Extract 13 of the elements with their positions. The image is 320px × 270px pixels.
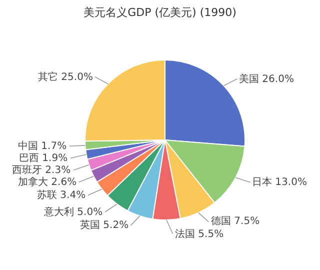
- slice-label: 意大利 5.0%: [43, 206, 103, 218]
- chart-title: 美元名义GDP (亿美元) (1990): [84, 6, 236, 19]
- slice-label: 加拿大 2.6%: [18, 176, 77, 188]
- slice-label: 中国 1.7%: [18, 140, 67, 152]
- slice-label: 法国 5.5%: [175, 228, 224, 240]
- slice-label: 巴西 1.9%: [19, 153, 68, 164]
- slice-label: 西班牙 2.3%: [12, 164, 71, 176]
- slice-label: 德国 7.5%: [211, 216, 260, 227]
- slice-label: 日本 13.0%: [252, 176, 307, 188]
- slice-label: 美国 26.0%: [239, 73, 294, 85]
- slice-label: 英国 5.2%: [80, 219, 129, 231]
- slice-label: 苏联 3.4%: [37, 189, 86, 201]
- slice-label: 其它 25.0%: [38, 71, 93, 83]
